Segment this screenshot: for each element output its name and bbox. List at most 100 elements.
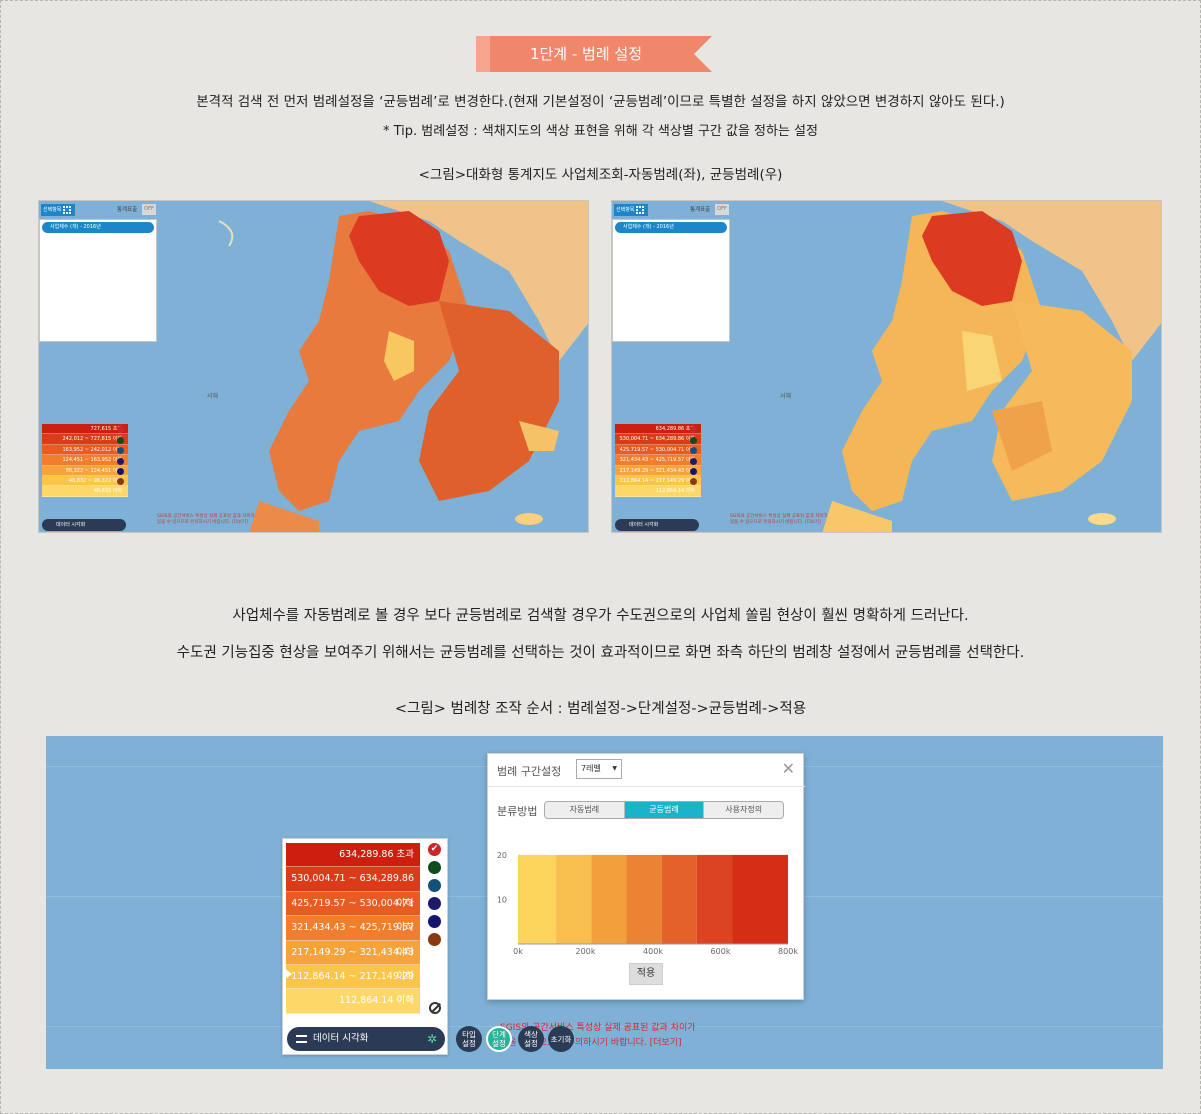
step-title: 1단계 - 범례 설정 [529, 45, 643, 63]
mini-legend-right: 634,289.86 초과 530,004.71 ~ 634,289.86 이하 4… [615, 424, 701, 497]
level-setting-button[interactable]: 단계 설정 [486, 1026, 512, 1052]
grid-icon [63, 206, 71, 214]
histogram-bar [626, 854, 662, 944]
map-equal-legend: 서해 선택항목 통계표출 OFF 사업체수 (개) - 2016년 634,28… [611, 200, 1162, 533]
color-dot[interactable] [690, 436, 697, 444]
legend-color-option[interactable] [428, 861, 441, 874]
legend-color-option[interactable] [428, 915, 441, 928]
map-canvas-right [612, 201, 1161, 532]
data-viz-button[interactable]: 데이터 시각화 [42, 519, 126, 531]
mini-dots-left [117, 423, 127, 486]
color-setting-button[interactable]: 색상 설정 [518, 1026, 544, 1052]
x-tick-label: 400k [643, 947, 663, 956]
legend-row: 112,864.14 ~ 217,149.29 이하 [286, 964, 420, 1006]
level-select[interactable]: 7레벨 [576, 759, 622, 779]
legend-color-option[interactable] [428, 933, 441, 946]
color-dot[interactable] [117, 457, 124, 465]
mini-header: 선택항목 통계표출 OFF [612, 201, 1161, 219]
note-line[interactable]: 있을 수 있으므로 유의하시기 바랍니다. [더보기] [730, 520, 821, 525]
map-auto-legend: 서해 선택항목 통계표출 OFF 사업체수 (개) - 2016년 727,61… [38, 200, 589, 533]
note-line[interactable]: 있을 수 있으므로 유의하시기 바랍니다. [더보기] [157, 520, 248, 525]
color-dot[interactable] [690, 457, 697, 465]
disclaimer-note: SGIS의 공간서비스 특성상 실제 공표된 값과 차이가 있을 수 있으므로 … [500, 1021, 696, 1051]
legend-row: 634,289.86 초과 [286, 843, 420, 868]
gear-icon[interactable]: ✲ [426, 1032, 437, 1046]
selected-row-pointer [284, 968, 292, 980]
y-tick-label: 10 [497, 895, 507, 904]
close-icon[interactable]: ✕ [781, 759, 795, 778]
method-option[interactable]: 자동범례 [545, 802, 625, 818]
method-option[interactable]: 사용자정의 [704, 802, 783, 818]
disable-icon[interactable] [429, 1002, 441, 1014]
color-dot[interactable] [690, 467, 697, 475]
histogram-bar [732, 854, 788, 944]
mini-legend-row: 98,322 ~ 124,451 이하 [42, 465, 128, 476]
check-icon[interactable]: ✔ [428, 843, 441, 856]
mini-legend-row: 48,832 이하 [42, 486, 128, 497]
divider [488, 786, 805, 787]
apply-button[interactable]: 적용 [629, 963, 663, 985]
color-dot[interactable] [690, 478, 697, 486]
mini-legend-left: 727,615 초과 242,012 ~ 727,615 이하 163,952 ~ … [42, 424, 128, 497]
mini-legend-row: 242,012 ~ 727,615 이하 [42, 434, 128, 445]
y-tick-label: 20 [497, 851, 507, 860]
mini-legend-row: 530,004.71 ~ 634,289.86 이하 [615, 434, 701, 445]
disclaimer-note: SGIS의 공간서비스 특성상 실제 공표된 값과 차이가 있을 수 있으므로 … [730, 514, 850, 526]
mini-legend-row: 634,289.86 초과 [615, 424, 701, 435]
stats-off-toggle[interactable]: OFF [142, 204, 156, 215]
note-line: SGIS의 공간서비스 특성상 실제 공표된 값과 차이가 [730, 514, 828, 519]
mini-dots-right [690, 423, 700, 486]
mini-legend-row: 124,451 ~ 163,952 이하 [42, 455, 128, 466]
color-dot[interactable] [690, 447, 697, 455]
grid-icon [636, 206, 644, 214]
tip-text: * Tip. 범례설정 : 색채지도의 색상 표현을 위해 각 색상별 구간 값… [383, 124, 818, 139]
legend-row: 217,149.29 ~ 321,434.43 이하 [286, 940, 420, 982]
data-viz-button[interactable]: 데이터 시각화 [615, 519, 699, 531]
color-dot[interactable] [117, 478, 124, 486]
color-dot[interactable] [117, 436, 124, 444]
banner-shape [476, 36, 712, 72]
mini-panel: 사업체수 (개) - 2016년 [39, 219, 157, 342]
histogram-bar [556, 854, 592, 944]
color-dot[interactable] [117, 447, 124, 455]
mini-legend-row: 217,149.29 ~ 321,434.43 이하 [615, 465, 701, 476]
x-tick-label: 600k [711, 947, 731, 956]
body-text-2: 수도권 기능집중 현상을 보여주기 위해서는 균등범례를 선택하는 것이 효과적… [176, 645, 1025, 661]
note-line[interactable]: 있을 수 있으므로 유의하시기 바랍니다. [더보기] [500, 1038, 682, 1048]
mini-legend-row: 425,719.57 ~ 530,004.71 이하 [615, 444, 701, 456]
type-setting-button[interactable]: 타입 설정 [456, 1026, 482, 1052]
check-icon[interactable] [690, 426, 697, 434]
indicator-bar[interactable]: 사업체수 (개) - 2016년 [615, 222, 727, 233]
color-dot[interactable] [117, 467, 124, 475]
method-option[interactable]: 균등범례 [624, 802, 705, 818]
list-icon [296, 1035, 307, 1043]
note-line: SGIS의 공간서비스 특성상 실제 공표된 값과 차이가 [500, 1023, 696, 1033]
mini-legend-row: 727,615 초과 [42, 424, 128, 435]
histogram-bar [591, 854, 627, 944]
body-text-1: 사업체수를 자동범례로 볼 경우 보다 균등범례로 검색할 경우가 수도권으로의… [232, 608, 969, 624]
classify-method-toggle: 자동범례 균등범례 사용자정의 [544, 801, 784, 819]
stats-off-toggle[interactable]: OFF [715, 204, 729, 215]
data-visualization-label: 데이터 시각화 [313, 1033, 369, 1044]
note-line: SGIS의 공간서비스 특성상 실제 공표된 값과 차이가 [157, 514, 255, 519]
legend-row: 321,434.43 ~ 425,719.57 이하 [286, 916, 420, 958]
histogram-bar [661, 854, 697, 944]
intro-text: 본격적 검색 전 먼저 범례설정을 ‘균등범례’로 변경한다.(현재 기본설정이… [196, 94, 1005, 110]
reset-button[interactable]: 초기화 [548, 1026, 574, 1052]
legend-row: 530,004.71 ~ 634,289.86 이하 [286, 867, 420, 909]
legend-row: 425,719.57 ~ 530,004.71 이하 [286, 891, 420, 933]
sea-label: 서해 [780, 393, 792, 400]
grid-line [46, 1026, 1163, 1027]
classify-label: 분류방법 [497, 805, 538, 818]
check-icon[interactable] [117, 426, 124, 434]
data-visualization-button[interactable]: 데이터 시각화 ✲ [287, 1027, 445, 1051]
mini-header: 선택항목 통계표출 OFF [39, 201, 588, 219]
indicator-bar[interactable]: 사업체수 (개) - 2016년 [42, 222, 154, 233]
legend-option-dots: ✔ [428, 843, 444, 951]
legend-color-option[interactable] [428, 897, 441, 910]
legend-color-option[interactable] [428, 879, 441, 892]
mini-legend-row: 163,952 ~ 242,012 이하 [42, 444, 128, 456]
